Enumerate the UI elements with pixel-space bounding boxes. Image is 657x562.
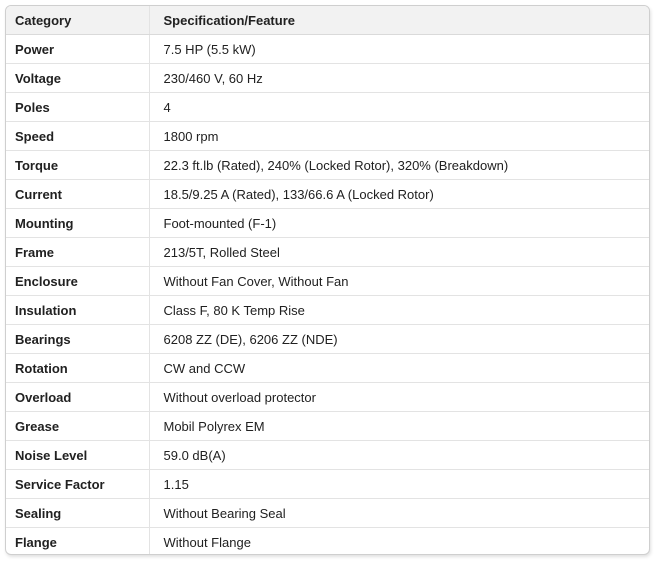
table-row: Grease Mobil Polyrex EM (6, 411, 649, 441)
table-row: Poles 4 (6, 92, 649, 122)
category-cell: Sealing (6, 498, 150, 528)
spec-cell: Without Bearing Seal (149, 498, 649, 528)
category-cell: Mounting (6, 208, 150, 238)
spec-cell: CW and CCW (149, 353, 649, 383)
spec-cell: Foot-mounted (F-1) (149, 208, 649, 238)
category-cell: Noise Level (6, 440, 150, 470)
category-cell: Flange (6, 527, 150, 554)
table-row: Mounting Foot-mounted (F-1) (6, 208, 649, 238)
table-row: Sealing Without Bearing Seal (6, 498, 649, 528)
category-cell: Grease (6, 411, 150, 441)
category-cell: Insulation (6, 295, 150, 325)
spec-cell: 1.15 (149, 469, 649, 499)
category-cell: Enclosure (6, 266, 150, 296)
spec-cell: 59.0 dB(A) (149, 440, 649, 470)
spec-cell: 7.5 HP (5.5 kW) (149, 34, 649, 64)
table-row: Voltage 230/460 V, 60 Hz (6, 63, 649, 93)
table-row: Power 7.5 HP (5.5 kW) (6, 34, 649, 64)
category-cell: Bearings (6, 324, 150, 354)
table-row: Rotation CW and CCW (6, 353, 649, 383)
header-category: Category (6, 6, 150, 35)
table-row: Service Factor 1.15 (6, 469, 649, 499)
category-cell: Overload (6, 382, 150, 412)
spec-cell: 213/5T, Rolled Steel (149, 237, 649, 267)
spec-cell: 18.5/9.25 A (Rated), 133/66.6 A (Locked … (149, 179, 649, 209)
category-cell: Power (6, 34, 150, 64)
header-specification: Specification/Feature (149, 6, 649, 35)
table-header: Category Specification/Feature (6, 6, 649, 35)
specification-table-container: Category Specification/Feature Power 7.5 … (5, 5, 650, 555)
category-cell: Torque (6, 150, 150, 180)
spec-cell: 230/460 V, 60 Hz (149, 63, 649, 93)
category-cell: Poles (6, 92, 150, 122)
spec-cell: Without overload protector (149, 382, 649, 412)
category-cell: Service Factor (6, 469, 150, 499)
category-cell: Rotation (6, 353, 150, 383)
header-row: Category Specification/Feature (6, 6, 649, 35)
category-cell: Voltage (6, 63, 150, 93)
spec-cell: Without Flange (163, 534, 251, 550)
table-row: Overload Without overload protector (6, 382, 649, 412)
spec-cell: Mobil Polyrex EM (149, 411, 649, 441)
specification-table: Category Specification/Feature Power 7.5 … (6, 6, 649, 554)
spec-cell: Class F, 80 K Temp Rise (149, 295, 649, 325)
spec-cell: 1800 rpm (149, 121, 649, 151)
category-cell: Current (6, 179, 150, 209)
table-row: Speed 1800 rpm (6, 121, 649, 151)
table-row: Flange Without Flange (6, 527, 649, 554)
spec-cell: 4 (149, 92, 649, 122)
spec-cell: Without Fan Cover, Without Fan (149, 266, 649, 296)
table-row: Torque 22.3 ft.lb (Rated), 240% (Locked R… (6, 150, 649, 180)
table-row: Frame 213/5T, Rolled Steel (6, 237, 649, 267)
table-row: Bearings 6208 ZZ (DE), 6206 ZZ (NDE) (6, 324, 649, 354)
table-body: Power 7.5 HP (5.5 kW) Voltage 230/460 V, 60… (6, 34, 649, 554)
table-row: Current 18.5/9.25 A (Rated), 133/66.6 A (… (6, 179, 649, 209)
category-cell: Frame (6, 237, 150, 267)
category-cell: Speed (6, 121, 150, 151)
table-row: Noise Level 59.0 dB(A) (6, 440, 649, 470)
table-row: Enclosure Without Fan Cover, Without Fan (6, 266, 649, 296)
table-row: Insulation Class F, 80 K Temp Rise (6, 295, 649, 325)
spec-cell: 22.3 ft.lb (Rated), 240% (Locked Rotor),… (149, 150, 649, 180)
spec-cell: 6208 ZZ (DE), 6206 ZZ (NDE) (149, 324, 649, 354)
